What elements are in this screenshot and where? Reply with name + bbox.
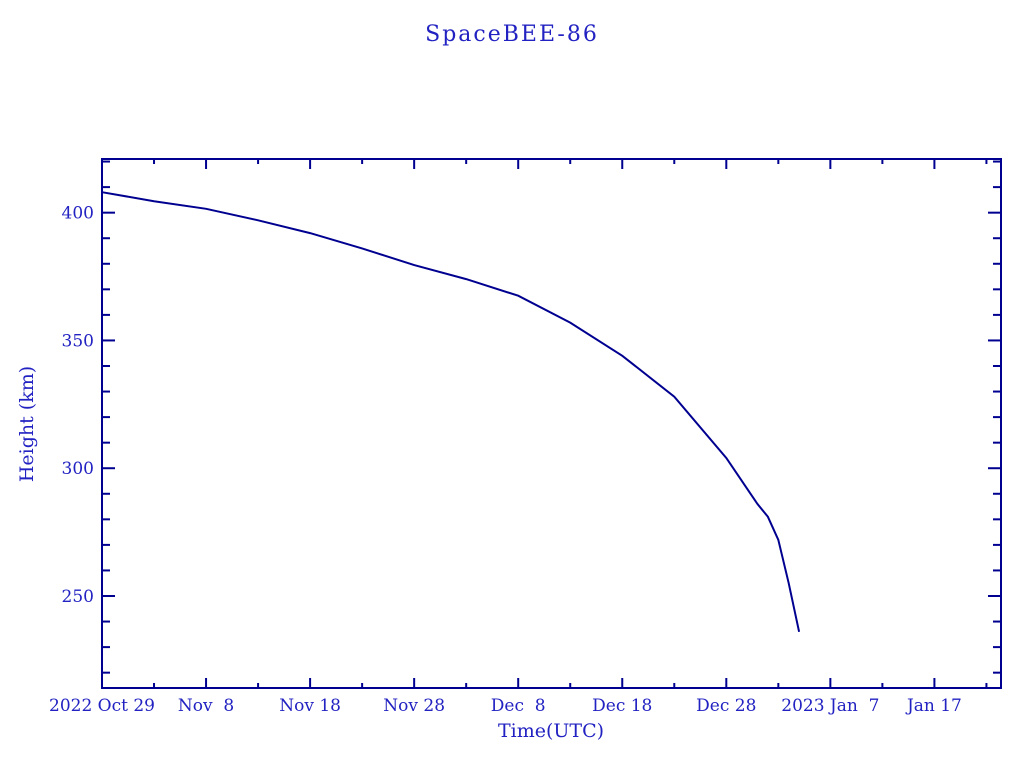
plot-border [101, 158, 1002, 689]
x-tick-label: Nov 28 [383, 696, 445, 716]
x-tick-label: Dec 28 [696, 696, 756, 716]
x-tick-label: Nov 8 [178, 696, 234, 716]
y-tick-label: 300 [62, 459, 94, 479]
x-tick-label: Dec 18 [592, 696, 652, 716]
x-tick-label: 2023 Jan 7 [781, 696, 879, 716]
y-axis-label: Height (km) [16, 366, 38, 482]
x-axis-label: Time(UTC) [498, 720, 604, 742]
x-tick-label: Nov 18 [279, 696, 341, 716]
x-tick-label: Jan 17 [905, 696, 962, 716]
y-tick-label: 250 [62, 587, 94, 607]
x-tick-label: Dec 8 [491, 696, 546, 716]
decay-curve [101, 191, 801, 633]
plot-area: 250 300 350 400 2022 Oct 29 Nov 8 Nov 18 Nov 28… [49, 158, 1002, 716]
x-tick-label: 2022 Oct 29 [49, 696, 155, 716]
y-tick-label: 350 [62, 331, 94, 351]
y-tick-label: 400 [62, 204, 94, 224]
chart-title: SpaceBEE-86 [425, 22, 599, 47]
